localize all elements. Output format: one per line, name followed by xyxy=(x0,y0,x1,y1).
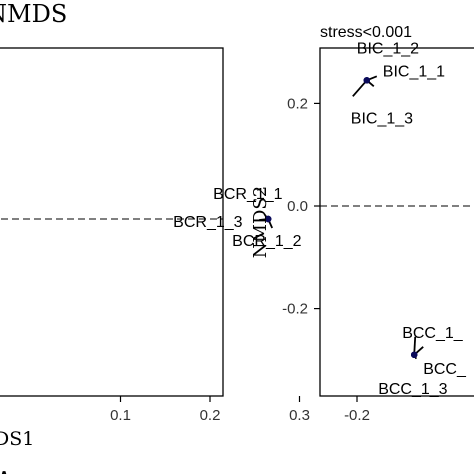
left-point-label: BCR_1_1 xyxy=(213,186,282,203)
right-point-label: BIC_1_2 xyxy=(357,40,419,57)
left-x-tick-label: 0.2 xyxy=(200,407,221,424)
left-x-axis-cut-glyph: ∧ xyxy=(0,465,12,474)
right-point-label: BIC_1_1 xyxy=(383,63,445,80)
right-point-label: BCC_ xyxy=(423,361,467,378)
left-x-tick-label: 0.1 xyxy=(110,407,131,424)
left-points: BCR_1_1 BCR_1_3 BCR_1_2 xyxy=(173,186,301,250)
left-point-label: BCR_1_2 xyxy=(232,233,301,250)
right-panel: stress<0.001 NMDS2 0.2 0.0 -0.2 -0.2 BIC_1… xyxy=(250,24,474,424)
right-point-marker xyxy=(363,77,370,84)
right-y-ticks: 0.2 0.0 -0.2 xyxy=(282,95,320,318)
right-y-tick-label: 0.0 xyxy=(287,198,308,215)
left-x-axis-title: DS1 xyxy=(0,428,34,450)
right-spider-leg xyxy=(352,79,368,97)
left-panel-frame xyxy=(0,47,224,397)
right-y-axis-title: NMDS2 xyxy=(250,186,271,258)
right-point-marker xyxy=(411,351,418,358)
left-point-marker xyxy=(264,215,272,223)
left-x-tick-label: 0.3 xyxy=(289,407,310,424)
left-panel-title: NMDS xyxy=(0,0,67,28)
right-y-tick-label: 0.2 xyxy=(287,95,308,112)
right-points: BIC_1_2 BIC_1_1 BIC_1_3 BCC_1_ BCC_ BCC_1_3 xyxy=(351,40,467,397)
left-point-label: BCR_1_3 xyxy=(173,214,242,231)
right-point-label: BCC_1_ xyxy=(402,325,464,342)
right-y-tick-label: -0.2 xyxy=(282,301,308,318)
right-point-label: BIC_1_3 xyxy=(351,110,413,127)
right-point-label: BCC_1_3 xyxy=(378,381,447,398)
right-panel-subtitle: stress<0.001 xyxy=(320,24,412,41)
right-x-ticks: -0.2 xyxy=(344,396,370,424)
left-panel: NMDS 0.1 0.2 0.3 BCR_1_1 BCR_1_3 BCR_1_2 DS1… xyxy=(0,0,310,474)
right-x-tick-label: -0.2 xyxy=(344,407,370,424)
left-x-ticks: 0.1 0.2 0.3 xyxy=(110,396,310,424)
right-panel-frame xyxy=(319,47,474,397)
